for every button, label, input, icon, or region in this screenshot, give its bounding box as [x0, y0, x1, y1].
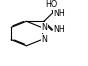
Text: N: N [42, 23, 48, 32]
Text: N: N [42, 35, 48, 44]
Text: HO: HO [45, 0, 57, 9]
Text: NH: NH [53, 25, 65, 34]
Text: NH: NH [53, 9, 65, 18]
